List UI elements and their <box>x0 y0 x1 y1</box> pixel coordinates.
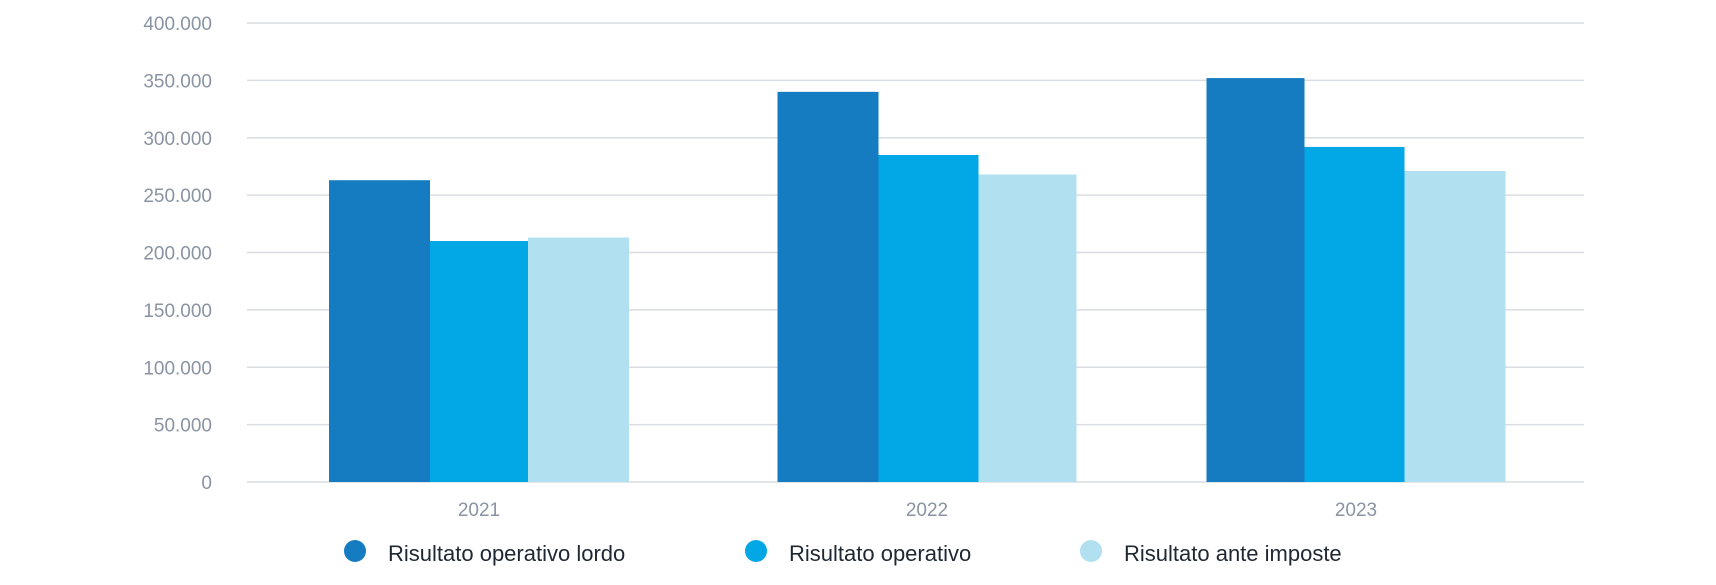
y-tick-label: 0 <box>201 473 212 494</box>
y-tick-label: 250.000 <box>143 186 212 207</box>
x-category-label: 2022 <box>906 500 948 521</box>
bar-2023-series-3 <box>1404 171 1506 482</box>
y-axis-tick-labels: 0 50.000 100.000 150.000 200.000 250.000 300.0… <box>143 14 212 494</box>
bars <box>329 78 1506 482</box>
legend: Risultato operativo lordo Risultato opera… <box>344 540 1342 566</box>
legend-label: Risultato ante imposte <box>1124 541 1342 566</box>
y-tick-label: 50.000 <box>154 416 212 437</box>
bar-2022-series-3 <box>978 174 1077 482</box>
y-tick-label: 100.000 <box>143 358 212 379</box>
y-tick-label: 150.000 <box>143 301 212 322</box>
legend-marker <box>1080 540 1102 562</box>
bar-2022-series-2 <box>878 154 979 482</box>
bar-2021-series-2 <box>430 241 528 482</box>
legend-item-2: Risultato operativo <box>745 540 971 566</box>
bar-2023-series-2 <box>1304 146 1405 482</box>
bar-2023-series-1 <box>1206 78 1305 482</box>
y-tick-label: 350.000 <box>143 71 212 92</box>
legend-label: Risultato operativo lordo <box>388 541 625 566</box>
legend-marker <box>745 540 767 562</box>
bar-2022-series-1 <box>777 91 879 482</box>
bar-2021-series-1 <box>329 180 430 482</box>
y-tick-label: 200.000 <box>143 244 212 265</box>
x-category-label: 2023 <box>1335 500 1377 521</box>
bar-2021-series-3 <box>528 237 629 482</box>
x-category-label: 2021 <box>458 500 500 521</box>
legend-item-1: Risultato operativo lordo <box>344 540 625 566</box>
y-tick-label: 400.000 <box>143 14 212 35</box>
x-axis-category-labels: 2021 2022 2023 <box>458 500 1377 521</box>
legend-item-3: Risultato ante imposte <box>1080 540 1342 566</box>
legend-label: Risultato operativo <box>789 541 971 566</box>
y-tick-label: 300.000 <box>143 129 212 150</box>
legend-marker <box>344 540 366 562</box>
